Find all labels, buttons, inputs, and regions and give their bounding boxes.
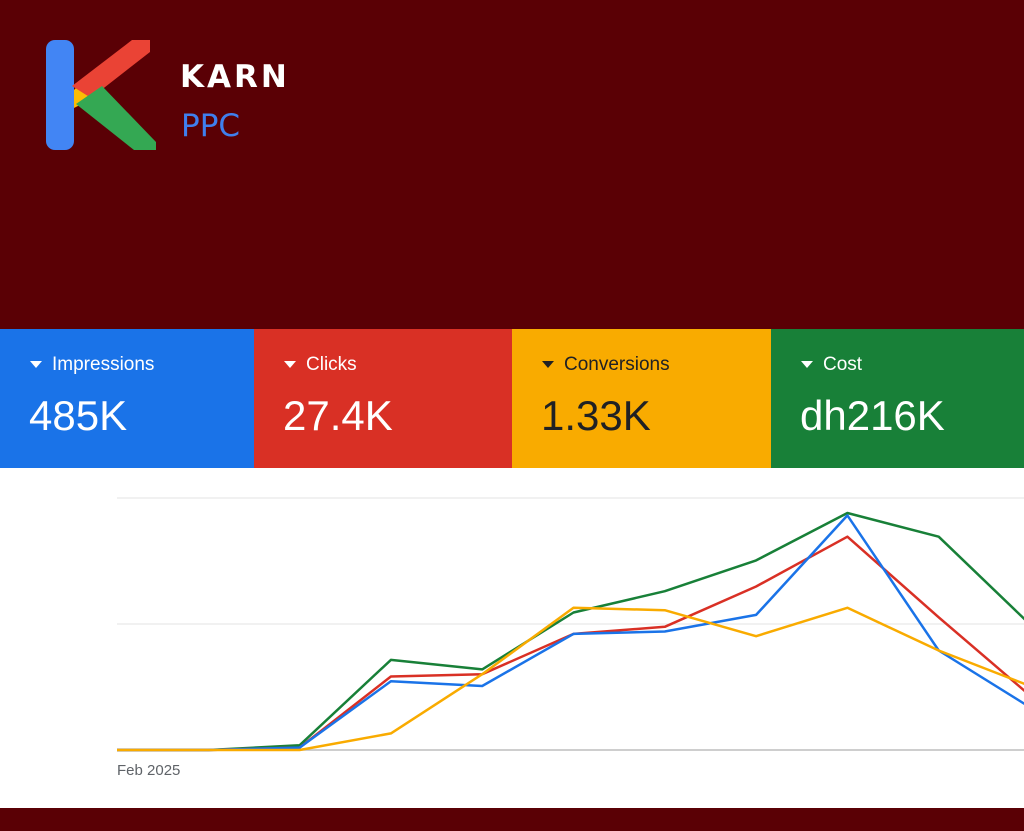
metric-value: dh216K	[800, 392, 945, 439]
metric-label: Clicks	[306, 354, 357, 375]
metric-tile-clicks[interactable]: Clicks 27.4K	[254, 329, 512, 468]
series-line-cost[interactable]	[117, 511, 1024, 752]
metric-value: 27.4K	[283, 392, 393, 439]
metric-header[interactable]: Impressions	[30, 355, 154, 374]
metric-value: 1.33K	[541, 392, 651, 439]
series-line-impressions[interactable]	[117, 514, 1024, 752]
metric-label: Impressions	[52, 354, 155, 375]
logo-blue-bar	[46, 40, 74, 150]
series-line-clicks[interactable]	[117, 535, 1024, 752]
caret-down-icon[interactable]	[284, 361, 296, 368]
brand-name: KARN	[180, 59, 290, 95]
series-line-conversions[interactable]	[117, 606, 1024, 752]
metric-tile-conversions[interactable]: Conversions 1.33K	[512, 329, 771, 468]
metric-value: 485K	[29, 392, 128, 439]
metric-label: Cost	[823, 354, 863, 375]
caret-down-icon[interactable]	[542, 361, 554, 368]
x-tick-label: Feb 2025	[117, 762, 180, 779]
metric-header[interactable]: Cost	[801, 355, 862, 374]
gridlines	[117, 497, 1024, 751]
logo-green-shape	[76, 86, 156, 150]
performance-chart[interactable]: Feb 2025	[0, 468, 1024, 808]
metric-header[interactable]: Conversions	[542, 355, 670, 374]
metric-tiles: Impressions 485K Clicks 27.4K Conversion…	[0, 329, 1024, 468]
caret-down-icon[interactable]	[30, 361, 42, 368]
metric-tile-cost[interactable]: Cost dh216K	[771, 329, 1024, 468]
series-lines	[117, 511, 1024, 752]
logo-red-shape	[72, 40, 150, 98]
metric-header[interactable]: Clicks	[284, 355, 357, 374]
bottom-bar	[0, 808, 1024, 831]
brand-subtitle: PPC	[181, 108, 241, 144]
metric-label: Conversions	[564, 354, 670, 375]
metric-tile-impressions[interactable]: Impressions 485K	[0, 329, 254, 468]
line-chart[interactable]: Feb 2025	[0, 468, 1024, 808]
caret-down-icon[interactable]	[801, 361, 813, 368]
karn-logo	[46, 40, 156, 150]
